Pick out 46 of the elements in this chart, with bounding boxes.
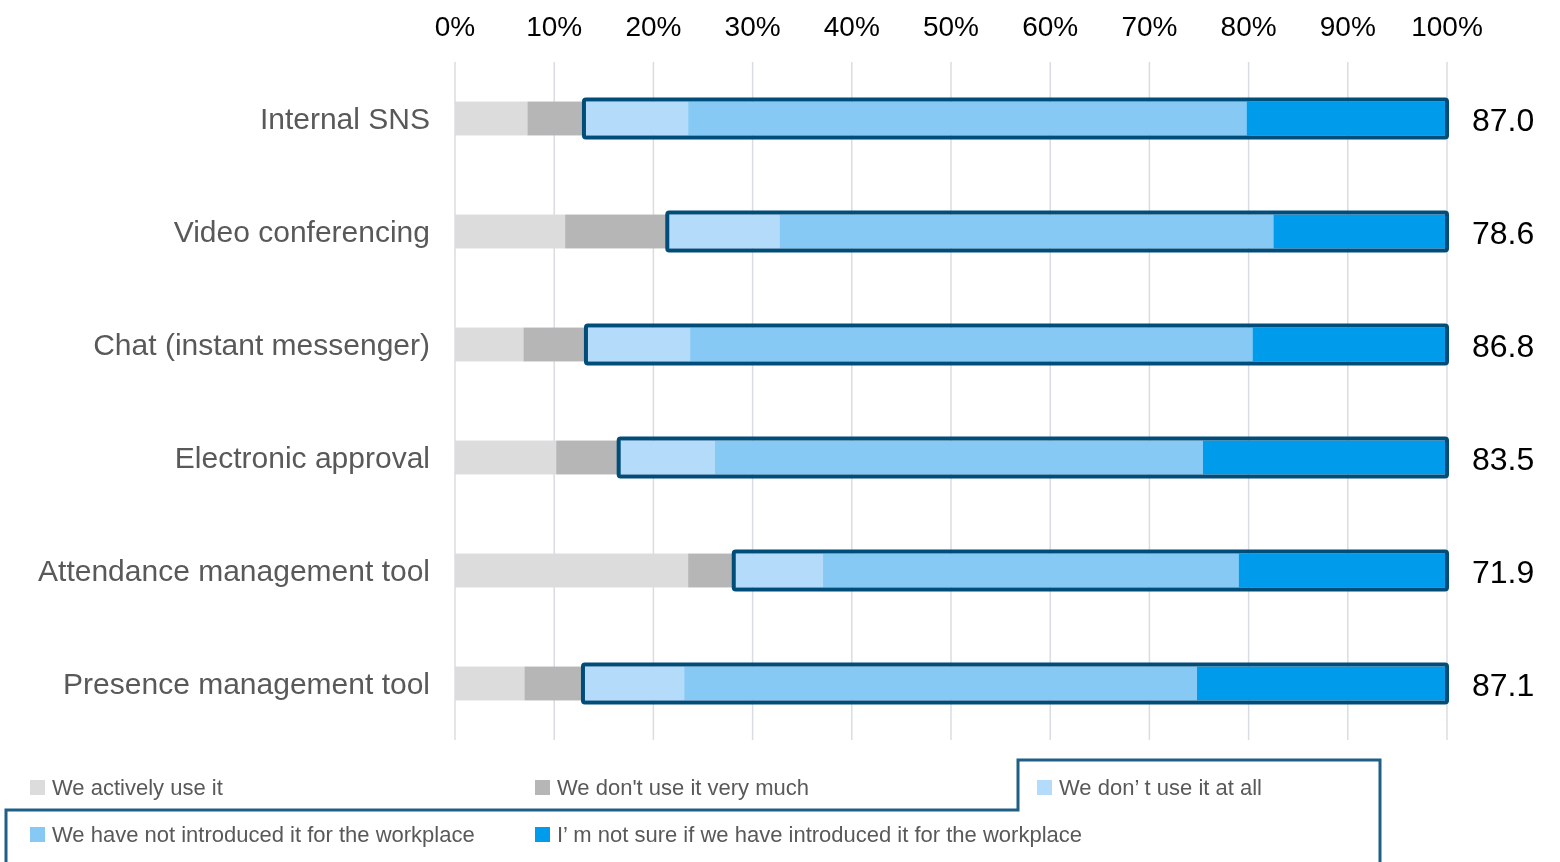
bar xyxy=(523,327,586,362)
x-tick-label: 60% xyxy=(1022,11,1079,42)
bar xyxy=(1197,666,1447,701)
text: 78.6 xyxy=(1472,214,1535,251)
bar xyxy=(583,101,689,136)
bar xyxy=(733,553,824,588)
y-tick-label: Internal SNS xyxy=(259,101,430,135)
bar xyxy=(556,440,619,475)
text: 87.0 xyxy=(1472,101,1535,138)
x-tick-label: 20% xyxy=(625,11,682,42)
x-tick-label: 50% xyxy=(922,11,980,42)
y-tick-label: Video conferencing xyxy=(173,214,430,248)
legend-label: We actively use it xyxy=(52,775,223,800)
bar xyxy=(667,214,780,249)
legend-label: We don't use it very much xyxy=(557,775,810,800)
bar xyxy=(618,440,715,475)
bar xyxy=(565,214,668,249)
text: 86.8 xyxy=(1472,327,1535,364)
legend-label: We don’ t use it at all xyxy=(1059,775,1262,800)
y-tick-label: Attendance management tool xyxy=(38,553,430,587)
x-tick-label: 10% xyxy=(526,11,583,42)
legend-label: We have not introduced it for the workplace xyxy=(52,822,475,847)
y-tick-label: Presence management tool xyxy=(63,666,430,700)
bar xyxy=(524,666,583,701)
y-tick-label: Chat (instant messenger) xyxy=(93,327,430,361)
y-tick-label: Electronic approval xyxy=(174,440,430,474)
x-tick-label: 40% xyxy=(823,11,880,42)
text: 87.1 xyxy=(1472,666,1535,703)
bar xyxy=(585,327,691,362)
bar xyxy=(1202,440,1447,475)
bar xyxy=(1252,327,1447,362)
bar xyxy=(688,553,734,588)
bar xyxy=(1246,101,1447,136)
x-tick-label: 30% xyxy=(724,11,781,42)
bar xyxy=(1238,553,1447,588)
text: 83.5 xyxy=(1472,440,1535,477)
bar xyxy=(1273,214,1447,249)
bar xyxy=(527,101,584,136)
x-tick-label: 80% xyxy=(1220,11,1277,42)
x-tick-label: 100% xyxy=(1411,11,1483,42)
text: 71.9 xyxy=(1472,553,1535,590)
x-tick-label: 0% xyxy=(434,11,476,42)
x-tick-label: 70% xyxy=(1121,11,1178,42)
legend-label: I’ m not sure if we have introduced it for the workplace xyxy=(557,822,1082,847)
x-tick-label: 90% xyxy=(1319,11,1376,42)
bar xyxy=(582,666,685,701)
